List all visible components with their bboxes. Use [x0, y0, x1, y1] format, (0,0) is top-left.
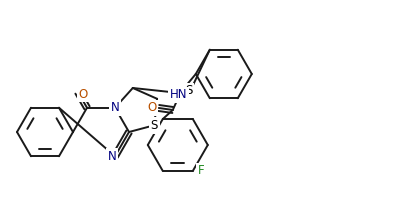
Text: S: S — [185, 84, 193, 97]
Text: O: O — [78, 88, 88, 101]
Text: S: S — [150, 119, 158, 132]
Text: F: F — [197, 164, 204, 177]
Text: N: N — [111, 101, 119, 114]
Text: N: N — [108, 150, 116, 163]
Text: HN: HN — [170, 88, 187, 101]
Text: O: O — [147, 101, 156, 114]
